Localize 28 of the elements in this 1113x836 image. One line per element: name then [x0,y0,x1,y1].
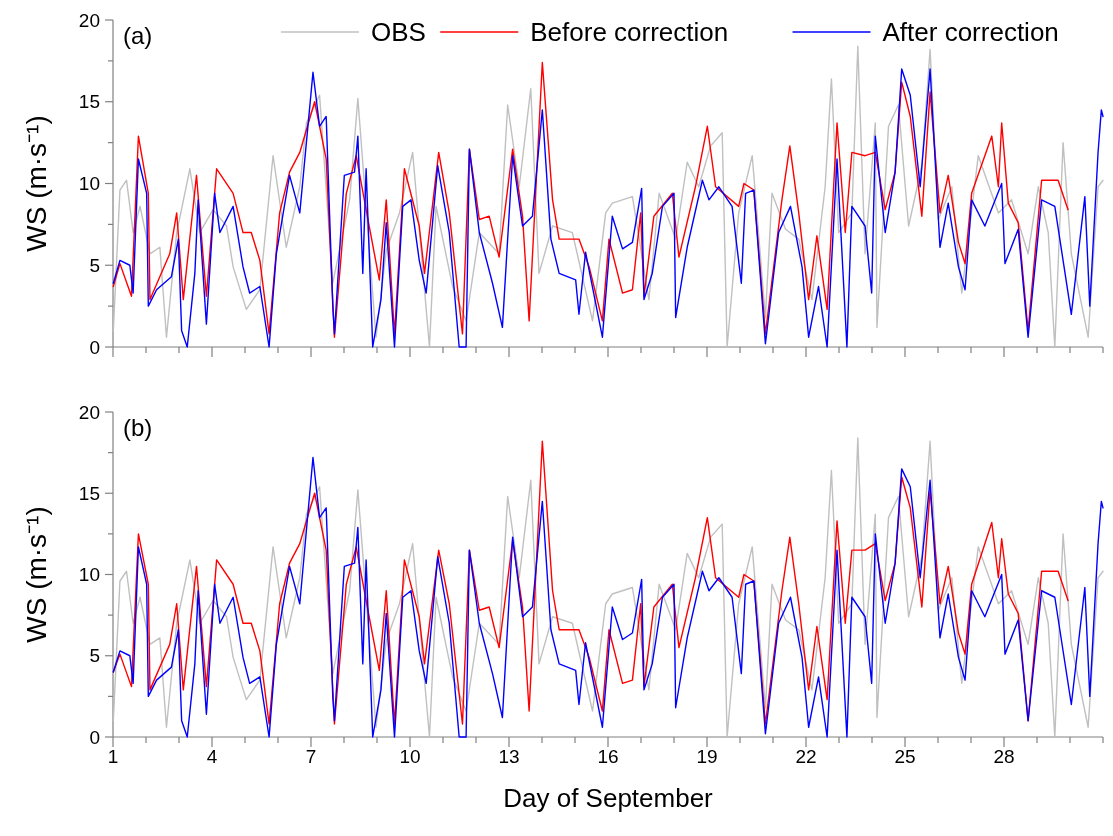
y-tick-label: 10 [78,173,100,195]
x-axis-title: Day of September [503,783,714,813]
legend-label: Before correction [530,17,729,48]
chart-title: (a) [123,22,153,49]
y-axis-title: WS (m·s⁻¹) [21,506,52,643]
y-tick-label: 20 [78,401,100,423]
y-tick-label: 15 [78,482,100,504]
x-tick-label: 10 [399,746,421,767]
x-tick-label: 1 [107,746,119,767]
x-tick-label: 4 [206,746,218,767]
y-tick-label: 5 [89,254,100,276]
legend-label: OBS [370,17,426,48]
x-tick-label: 19 [696,746,718,767]
x-tick-label: 28 [993,746,1015,767]
y-tick-label: 0 [89,726,100,748]
x-tick-label: 13 [498,746,520,767]
x-tick-label: 7 [305,746,317,767]
x-tick-label: 16 [597,746,619,767]
legend-label: After correction [882,17,1059,48]
y-axis-title: WS (m·s⁻¹) [21,115,52,252]
y-tick-label: 5 [89,645,100,667]
y-tick-label: 15 [78,91,100,113]
x-tick-label: 25 [894,746,916,767]
chart-title: (b) [123,414,153,441]
y-tick-label: 20 [78,9,100,31]
y-tick-label: 0 [89,336,100,358]
x-tick-label: 22 [795,746,817,767]
y-tick-label: 10 [78,564,100,586]
